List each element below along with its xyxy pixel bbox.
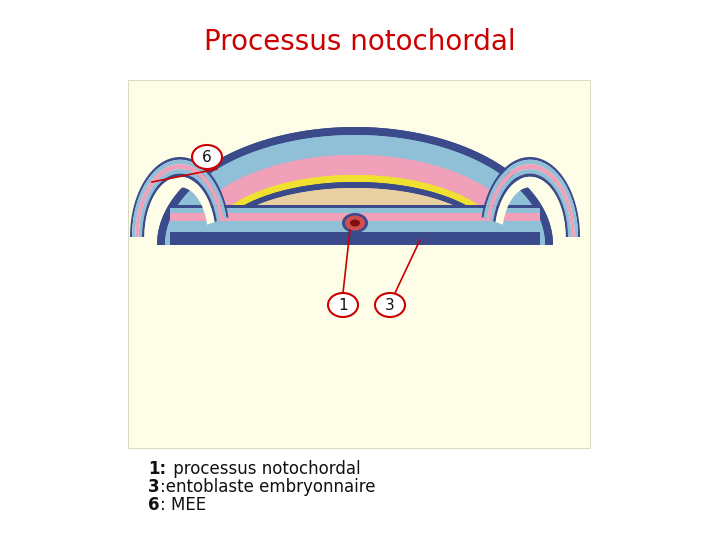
Polygon shape bbox=[493, 173, 568, 237]
Polygon shape bbox=[165, 135, 545, 245]
Text: processus notochordal: processus notochordal bbox=[168, 460, 361, 478]
Ellipse shape bbox=[192, 145, 222, 169]
FancyBboxPatch shape bbox=[128, 80, 590, 448]
Polygon shape bbox=[185, 155, 525, 245]
Polygon shape bbox=[145, 177, 215, 237]
Bar bbox=[230, 245, 480, 448]
Polygon shape bbox=[165, 135, 545, 245]
Ellipse shape bbox=[345, 215, 365, 231]
Ellipse shape bbox=[342, 213, 368, 233]
Bar bbox=[170, 221, 540, 232]
Polygon shape bbox=[185, 155, 525, 245]
Polygon shape bbox=[157, 127, 553, 245]
Bar bbox=[230, 208, 480, 213]
Bar bbox=[230, 221, 480, 232]
Text: 6: 6 bbox=[202, 150, 212, 165]
Polygon shape bbox=[218, 188, 492, 245]
Polygon shape bbox=[132, 160, 227, 237]
Polygon shape bbox=[487, 164, 575, 237]
Polygon shape bbox=[484, 160, 578, 237]
Text: 3: 3 bbox=[385, 298, 395, 313]
Ellipse shape bbox=[375, 293, 405, 317]
Text: 1: 1 bbox=[338, 298, 348, 313]
Text: Processus notochordal: Processus notochordal bbox=[204, 28, 516, 56]
Bar bbox=[230, 232, 480, 245]
Polygon shape bbox=[142, 173, 217, 237]
Polygon shape bbox=[205, 175, 505, 245]
Bar bbox=[170, 232, 540, 245]
Polygon shape bbox=[218, 188, 492, 245]
Text: :entoblaste embryonnaire: :entoblaste embryonnaire bbox=[160, 478, 376, 496]
Text: 1:: 1: bbox=[148, 460, 166, 478]
Bar bbox=[170, 213, 540, 221]
Bar bbox=[230, 205, 480, 208]
Polygon shape bbox=[212, 182, 498, 245]
Text: 6: 6 bbox=[148, 496, 160, 514]
Polygon shape bbox=[157, 127, 553, 245]
Bar bbox=[170, 208, 540, 213]
Bar bbox=[230, 213, 480, 221]
Polygon shape bbox=[205, 175, 505, 245]
Bar bbox=[150, 245, 560, 448]
Bar bbox=[170, 205, 540, 208]
Text: : MEE: : MEE bbox=[160, 496, 206, 514]
Polygon shape bbox=[212, 182, 498, 245]
Polygon shape bbox=[135, 164, 223, 237]
Polygon shape bbox=[490, 169, 571, 237]
Ellipse shape bbox=[328, 293, 358, 317]
Polygon shape bbox=[495, 177, 566, 237]
Polygon shape bbox=[139, 169, 220, 237]
Polygon shape bbox=[130, 157, 228, 237]
Polygon shape bbox=[482, 157, 580, 237]
Ellipse shape bbox=[350, 219, 360, 226]
Text: 3: 3 bbox=[148, 478, 160, 496]
